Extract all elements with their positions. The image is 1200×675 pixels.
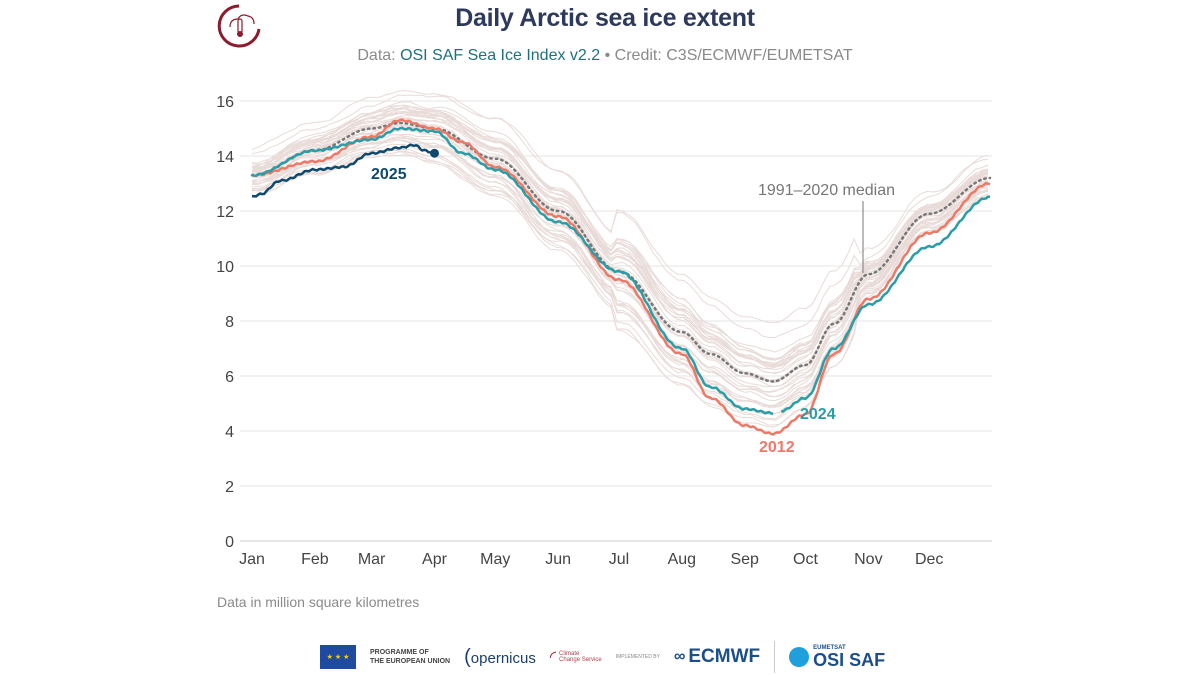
x-tick-label: Oct bbox=[793, 551, 818, 568]
y-tick-label: 4 bbox=[225, 424, 234, 441]
other-year-line bbox=[251, 129, 989, 393]
x-tick-label: Jun bbox=[545, 551, 571, 568]
label-2024: 2024 bbox=[800, 406, 836, 423]
x-tick-label: Sep bbox=[730, 551, 759, 568]
data-source: OSI SAF Sea Ice Index v2.2 bbox=[400, 47, 601, 64]
x-tick-label: Dec bbox=[915, 551, 943, 568]
c3s-logo bbox=[217, 4, 261, 48]
chart-subtitle: Data: OSI SAF Sea Ice Index v2.2 • Credi… bbox=[0, 47, 1200, 65]
x-tick-label: Aug bbox=[668, 551, 696, 568]
other-year-line bbox=[251, 117, 989, 375]
other-year-line bbox=[251, 150, 989, 428]
series-line-2012 bbox=[251, 118, 991, 436]
y-tick-label: 10 bbox=[216, 259, 234, 276]
label-2012: 2012 bbox=[759, 439, 795, 456]
credit: • Credit: C3S/ECMWF/EUMETSAT bbox=[600, 47, 853, 64]
other-year-line bbox=[251, 106, 989, 366]
x-tick-label: Jul bbox=[609, 551, 629, 568]
other-year-line bbox=[251, 124, 989, 383]
implemented-by: IMPLEMENTED BY bbox=[615, 654, 660, 660]
latest-point-2025 bbox=[429, 148, 439, 158]
osisaf-logo: EUMETSAT OSI SAF bbox=[789, 645, 885, 669]
x-tick-label: Nov bbox=[854, 551, 882, 568]
other-year-line bbox=[251, 89, 989, 324]
other-year-line bbox=[251, 105, 989, 361]
eu-programme-text: PROGRAMME OF THE EUROPEAN UNION bbox=[370, 649, 451, 665]
y-tick-label: 12 bbox=[216, 204, 234, 221]
y-tick-label: 16 bbox=[216, 94, 234, 111]
y-tick-label: 6 bbox=[225, 369, 234, 386]
y-tick-label: 2 bbox=[225, 479, 234, 496]
c3s-small-logo: ◜ Climate Change Service bbox=[549, 649, 602, 666]
series-line-2025 bbox=[252, 143, 436, 198]
subtitle-prefix: Data: bbox=[357, 47, 401, 64]
other-year-line bbox=[251, 101, 989, 361]
eu-flag-icon: ★ ★ ★ bbox=[320, 645, 356, 669]
divider bbox=[774, 641, 776, 673]
y-tick-label: 8 bbox=[225, 314, 234, 331]
x-tick-label: Mar bbox=[358, 551, 386, 568]
other-year-line bbox=[251, 149, 989, 421]
footer-logos: ★ ★ ★ PROGRAMME OF THE EUROPEAN UNION (op… bbox=[320, 640, 885, 674]
other-year-line bbox=[251, 108, 989, 360]
x-tick-label: May bbox=[480, 551, 510, 568]
other-year-line bbox=[251, 139, 989, 402]
series-line-2024 bbox=[251, 126, 774, 416]
x-tick-label: Feb bbox=[301, 551, 329, 568]
series-line-2024 bbox=[781, 195, 990, 413]
x-tick-label: Jan bbox=[239, 551, 265, 568]
ecmwf-logo: ∞ ECMWF bbox=[673, 646, 761, 667]
chart-title: Daily Arctic sea ice extent bbox=[455, 4, 755, 32]
other-year-line bbox=[251, 94, 989, 339]
y-tick-label: 14 bbox=[216, 149, 234, 166]
x-tick-label: Apr bbox=[422, 551, 448, 568]
label-2025: 2025 bbox=[371, 166, 407, 183]
other-year-line bbox=[251, 125, 989, 387]
y-tick-label: 0 bbox=[225, 534, 234, 551]
copernicus-logo: (opernicus bbox=[464, 645, 536, 668]
unit-note: Data in million square kilometres bbox=[217, 594, 420, 610]
label-median: 1991–2020 median bbox=[758, 182, 895, 199]
series-line-19912020median bbox=[250, 121, 992, 383]
other-year-line bbox=[251, 108, 989, 366]
